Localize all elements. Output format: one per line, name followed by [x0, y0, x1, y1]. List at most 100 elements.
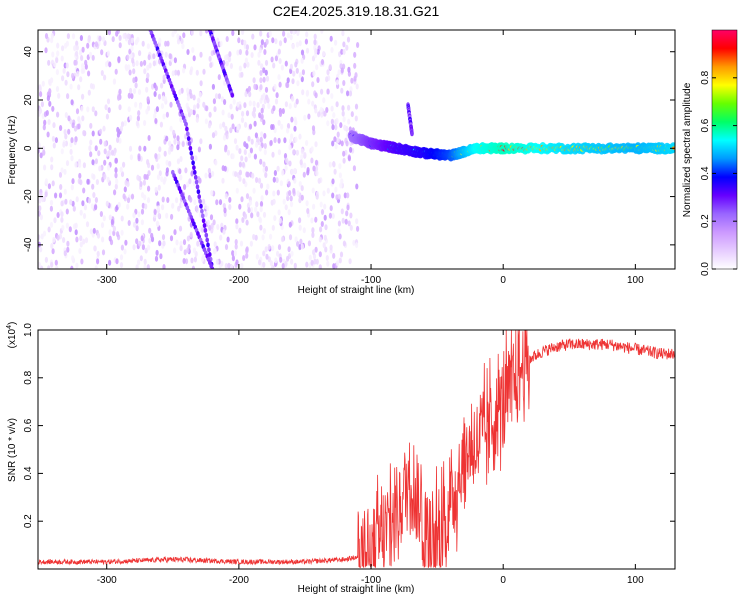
heatmap-cell [224, 193, 228, 200]
heatmap-cell [100, 222, 105, 229]
heatmap-cell [340, 87, 344, 94]
heatmap-cell [270, 124, 274, 130]
heatmap-cell [53, 217, 57, 224]
heatmap-cell [127, 92, 131, 99]
heatmap-cell [47, 119, 51, 125]
heatmap-cell [171, 31, 175, 38]
heatmap-cell [248, 123, 253, 130]
heatmap-cell [38, 84, 42, 91]
heatmap-cell [272, 176, 276, 183]
heatmap-cell [226, 149, 230, 156]
heatmap-cell [318, 264, 322, 269]
heatmap-cell [307, 98, 311, 105]
heatmap-cell [177, 205, 181, 212]
heatmap-cell [164, 51, 168, 58]
heatmap-cell [65, 160, 70, 167]
heatmap-cell [168, 160, 172, 167]
heatmap-cell [258, 112, 262, 119]
heatmap-cell [315, 170, 319, 177]
heatmap-cell [82, 213, 87, 219]
heatmap-cell [255, 253, 259, 260]
heatmap-cell [148, 62, 152, 69]
heatmap-cell [340, 48, 344, 55]
heatmap-cell [147, 244, 151, 251]
heatmap-cell [322, 242, 326, 249]
heatmap-cell [170, 213, 174, 220]
heatmap-cell [89, 122, 93, 129]
heatmap-cell [59, 184, 63, 190]
heatmap-cell [241, 217, 245, 223]
heatmap-cell [208, 143, 212, 150]
heatmap-cell [52, 142, 56, 149]
heatmap-cell [46, 131, 50, 138]
heatmap-cell [231, 250, 235, 257]
heatmap-cell [276, 165, 280, 172]
heatmap-cell [299, 159, 303, 166]
heatmap-cell [277, 119, 281, 126]
heatmap-cell [132, 68, 136, 75]
heatmap-cell [273, 215, 277, 222]
heatmap-cell [256, 102, 260, 108]
heatmap-cell [346, 90, 350, 97]
heatmap-cell [181, 43, 185, 50]
heatmap-cell [71, 33, 76, 40]
heatmap-cell [272, 190, 276, 197]
heatmap-cell [88, 51, 93, 58]
heatmap-cell [247, 207, 251, 214]
y-tick-label: 40 [23, 46, 34, 58]
heatmap-cell [213, 241, 217, 248]
heatmap-cell [115, 30, 119, 37]
heatmap-cell [342, 48, 346, 55]
heatmap-cell [234, 239, 238, 245]
heatmap-cell [141, 244, 145, 251]
heatmap-cell [184, 167, 188, 174]
heatmap-cell [96, 250, 100, 257]
heatmap-cell [317, 111, 321, 118]
heatmap-cell [190, 257, 194, 264]
heatmap-cell [347, 66, 351, 73]
heatmap-cell [176, 135, 180, 142]
heatmap-cell [293, 125, 297, 132]
heatmap-cell [260, 131, 264, 138]
heatmap-cell [243, 213, 248, 220]
heatmap-cell [208, 172, 212, 179]
heatmap-cell [261, 234, 265, 241]
heatmap-cell [114, 172, 118, 179]
heatmap-cell [355, 183, 359, 190]
heatmap-cell [233, 250, 237, 257]
heatmap-cell [129, 154, 133, 161]
heatmap-cell [347, 220, 351, 227]
heatmap-cell [101, 236, 105, 243]
heatmap-cell [145, 108, 149, 115]
heatmap-cell [335, 118, 339, 124]
heatmap-cell [48, 88, 52, 95]
heatmap-cell [212, 219, 216, 226]
heatmap-cell [69, 199, 73, 206]
heatmap-cell [91, 130, 95, 137]
heatmap-cell [300, 154, 304, 161]
heatmap-cell [241, 110, 245, 117]
streak-cell [207, 247, 211, 253]
heatmap-cell [202, 68, 206, 75]
spectrogram-y-label: Frequency (Hz) [7, 116, 18, 185]
heatmap-cell [189, 231, 193, 238]
streak-cell [201, 218, 206, 224]
heatmap-cell [339, 122, 343, 129]
heatmap-cell [199, 138, 203, 145]
heatmap-cell [119, 262, 124, 268]
heatmap-cell [78, 248, 82, 254]
heatmap-cell [269, 233, 273, 240]
heatmap-cell [298, 40, 302, 47]
heatmap-cell [54, 192, 58, 199]
x-tick-label: -200 [229, 275, 249, 286]
heatmap-cell [94, 110, 98, 117]
streak-cell [198, 198, 202, 204]
heatmap-cell [288, 190, 292, 196]
spectrogram-x-label: Height of straight line (km) [298, 285, 415, 296]
heatmap-cell [116, 231, 120, 238]
heatmap-cell [100, 70, 104, 76]
heatmap-cell [346, 36, 351, 43]
heatmap-cell [288, 144, 292, 151]
heatmap-cell [260, 39, 264, 46]
heatmap-cell [238, 161, 242, 168]
